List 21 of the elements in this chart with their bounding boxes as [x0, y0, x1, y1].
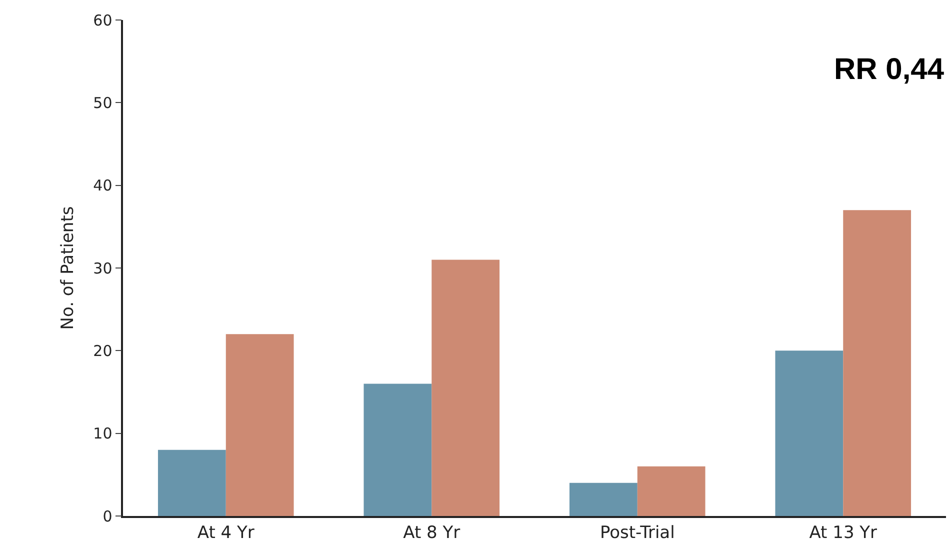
y-tick-label: 30 — [93, 259, 112, 278]
y-tick-label: 0 — [102, 507, 112, 526]
y-axis-title: No. of Patients — [58, 206, 78, 330]
y-tick-label: 10 — [93, 424, 112, 443]
x-tick-label: At 4 Yr — [197, 523, 254, 544]
annotation: RR 0,44 — [834, 53, 944, 86]
y-tick-label: 20 — [93, 342, 112, 360]
bar — [637, 466, 706, 516]
bar — [364, 384, 432, 516]
x-tick-label: At 8 Yr — [403, 523, 460, 544]
bar — [843, 210, 912, 516]
x-tick-label: At 13 Yr — [809, 523, 878, 544]
y-tick-label: 40 — [93, 176, 112, 195]
bar — [158, 450, 226, 516]
y-tick-label: 50 — [93, 94, 112, 112]
bar — [569, 482, 638, 516]
bar — [432, 260, 500, 516]
bar — [226, 334, 294, 516]
x-tick-label: Post-Trial — [600, 523, 675, 544]
y-tick-label: 60 — [93, 11, 112, 30]
bar — [775, 350, 844, 516]
